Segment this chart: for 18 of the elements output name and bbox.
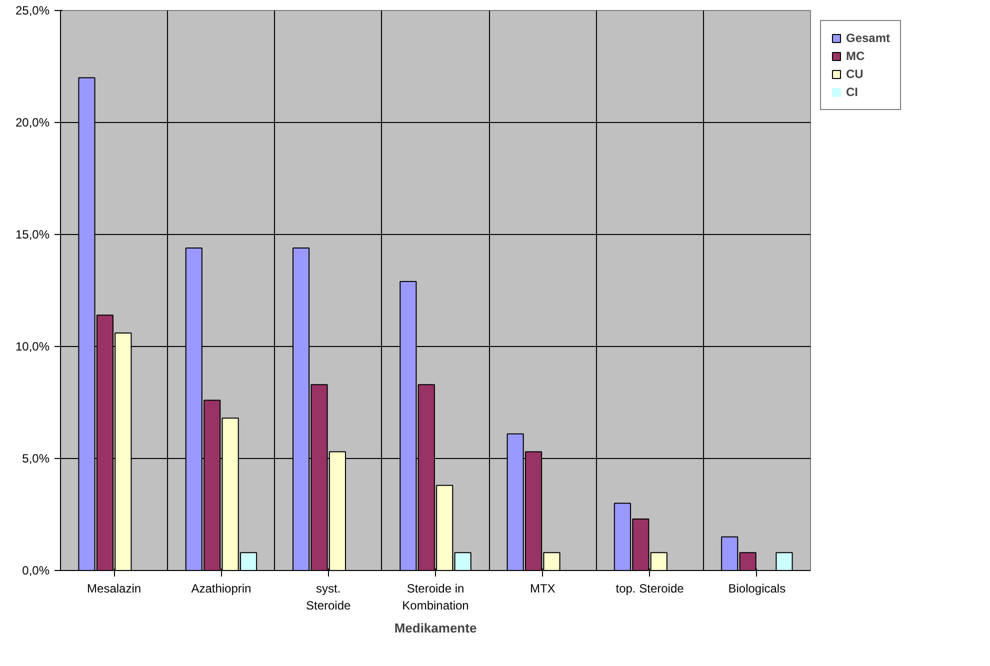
y-tick-label: 15,0% [15, 228, 50, 242]
x-tick-label: MTX [530, 582, 556, 596]
legend-label: MC [846, 49, 866, 63]
legend-label: Gesamt [846, 31, 890, 45]
y-tick-label: 20,0% [15, 116, 50, 130]
legend-label: CU [846, 67, 864, 81]
x-tick-label: Azathioprin [191, 582, 252, 596]
y-tick-label: 5,0% [22, 452, 50, 466]
y-tick-label: 0,0% [22, 564, 50, 578]
legend-label: CI [846, 85, 859, 99]
y-tick-label: 25,0% [15, 4, 50, 18]
x-tick-label: top. Steroide [616, 582, 684, 596]
x-axis-title: Medikamente [394, 620, 477, 636]
y-tick-label: 10,0% [15, 340, 50, 354]
x-tick-label: Mesalazin [87, 582, 142, 596]
x-tick-label: syst. Steroide [306, 582, 352, 612]
x-tick-label: Steroide in Kombination [402, 582, 469, 612]
x-tick-label: Biologicals [728, 582, 786, 596]
